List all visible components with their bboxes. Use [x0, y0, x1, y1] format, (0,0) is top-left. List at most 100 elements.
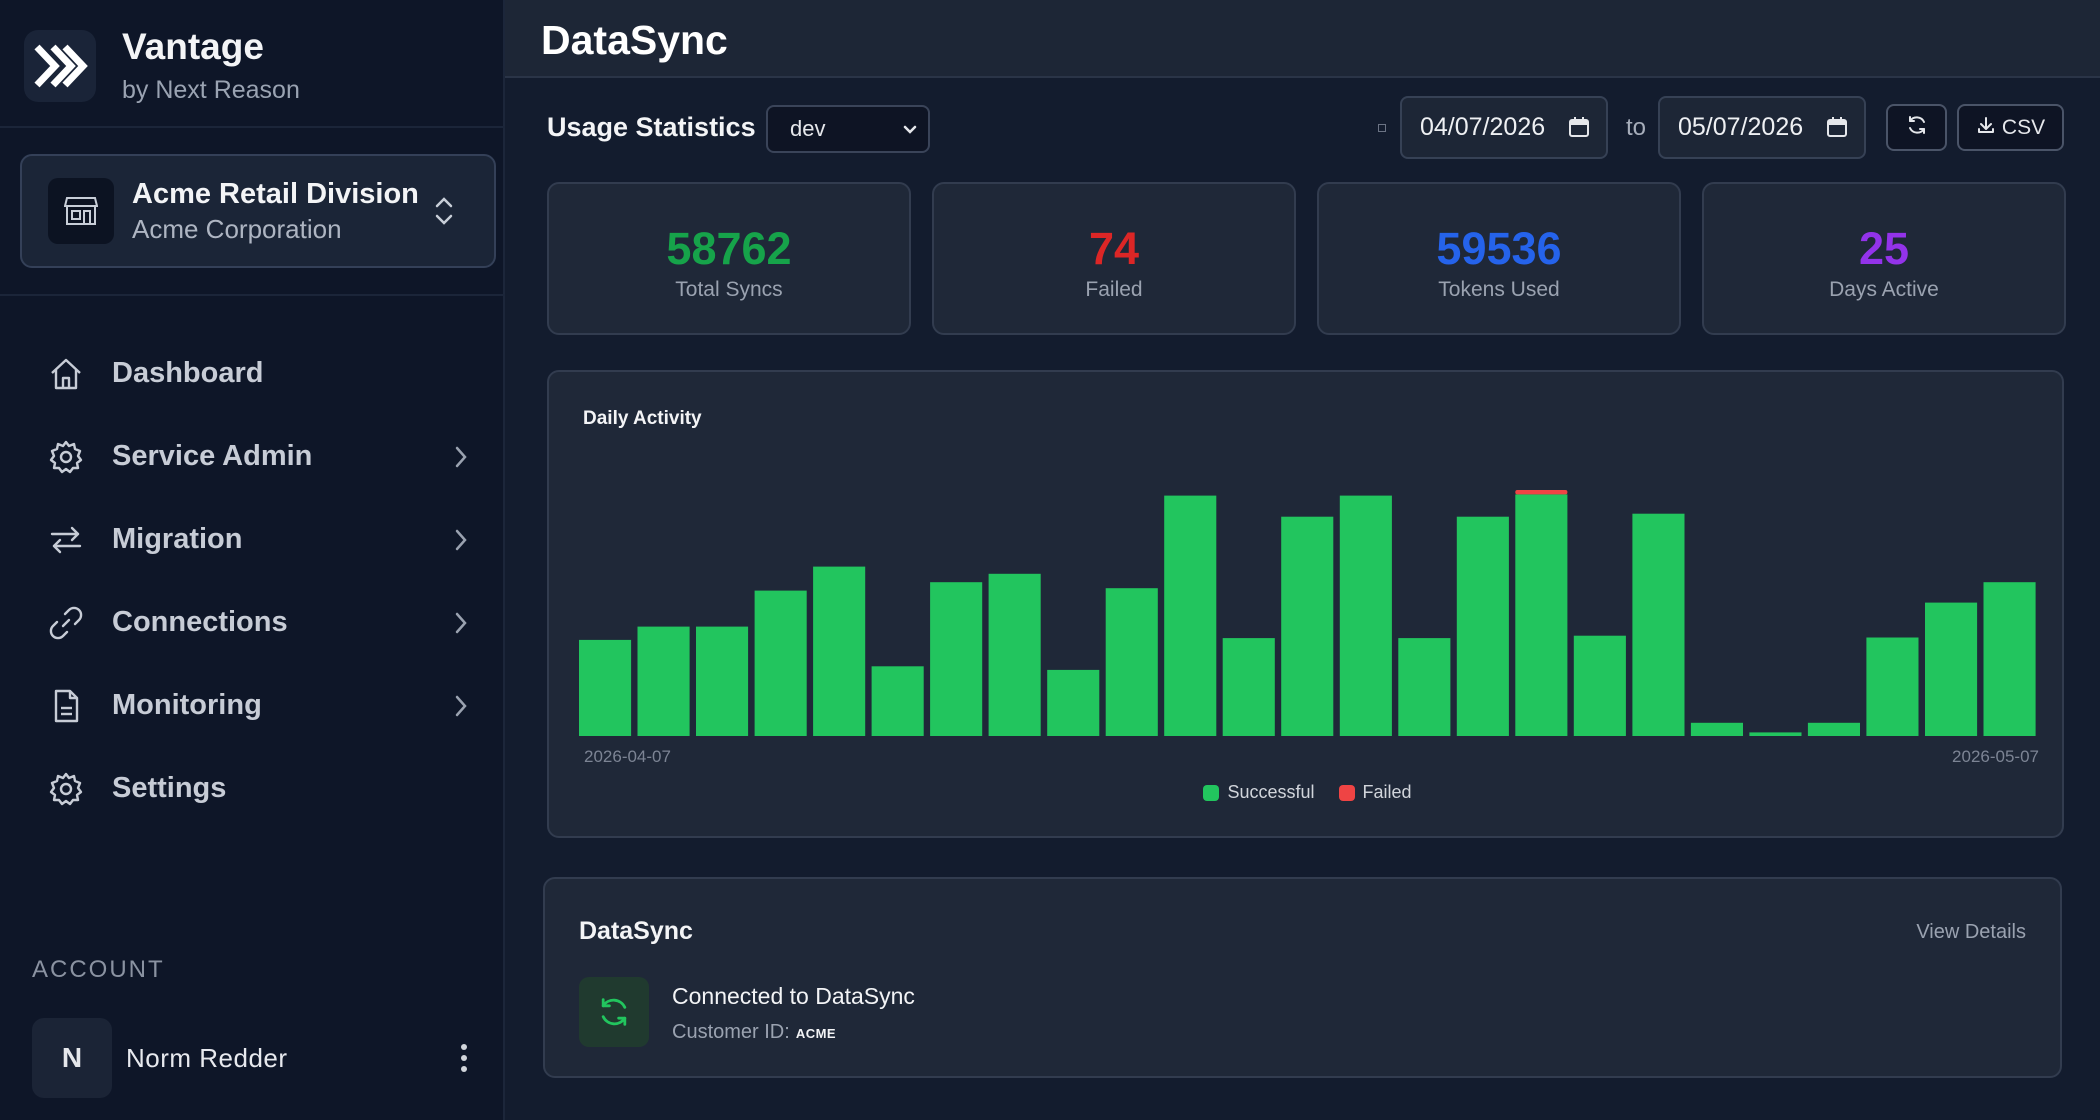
date-range-separator: to: [1626, 114, 1647, 141]
bar-successful[interactable]: [1866, 637, 1919, 737]
stat-label: Days Active: [1829, 278, 1939, 301]
legend-swatch: [1203, 784, 1220, 801]
stat-card-tokens-used: 59536 Tokens Used: [1317, 182, 1681, 335]
arrows-left-right-icon: [46, 520, 86, 560]
brand[interactable]: Vantage by Next Reason: [24, 26, 300, 106]
date-from-input[interactable]: 04/07/2026: [1400, 96, 1608, 159]
bar-successful[interactable]: [1164, 495, 1217, 736]
service-status-text: Connected to DataSync: [672, 983, 915, 1009]
x-axis-end-label: 2026-05-07: [1952, 747, 2039, 766]
org-switcher[interactable]: Acme Retail Division Acme Corporation: [20, 154, 496, 268]
bar-successful[interactable]: [637, 626, 690, 736]
vantage-logo-icon: [24, 30, 96, 102]
stat-value: 58762: [666, 223, 792, 274]
view-details-link[interactable]: View Details: [1916, 921, 2026, 943]
brand-subtitle: by Next Reason: [122, 76, 300, 104]
chevron-right-icon: [448, 610, 474, 636]
legend-label: Failed: [1362, 782, 1412, 802]
legend-label: Successful: [1227, 782, 1315, 802]
chevron-right-icon: [448, 693, 474, 719]
bar-successful[interactable]: [1690, 722, 1743, 736]
bar-failed[interactable]: [1515, 490, 1568, 495]
bar-successful[interactable]: [1807, 722, 1860, 736]
x-axis-start-label: 2026-04-07: [584, 747, 671, 766]
brand-name: Vantage: [122, 26, 264, 67]
download-icon: [1976, 115, 1996, 141]
stat-label: Total Syncs: [675, 278, 783, 301]
stat-label: Failed: [1085, 278, 1143, 301]
sidebar-item-label: Dashboard: [112, 357, 264, 389]
sidebar-item-dashboard[interactable]: Dashboard: [0, 332, 505, 415]
sidebar-item-label: Monitoring: [112, 689, 262, 721]
chevron-down-icon: [900, 119, 920, 145]
bar-successful[interactable]: [1105, 588, 1158, 736]
bar-successful[interactable]: [930, 582, 983, 736]
bar-successful[interactable]: [1456, 516, 1509, 736]
customer-id-row: Customer ID: ACME: [672, 1021, 836, 1044]
bar-successful[interactable]: [1398, 638, 1451, 736]
bar-successful[interactable]: [1222, 638, 1275, 736]
user-menu[interactable]: N Norm Redder: [32, 1016, 482, 1100]
stat-value: 25: [1858, 223, 1910, 274]
org-parent: Acme Corporation: [132, 214, 342, 244]
csv-export-button[interactable]: CSV: [1957, 104, 2064, 151]
environment-select[interactable]: dev: [766, 105, 930, 153]
bar-successful[interactable]: [696, 626, 749, 736]
sidebar-item-connections[interactable]: Connections: [0, 581, 505, 664]
chevron-up-down-icon: [424, 194, 464, 228]
stat-card-days-active: 25 Days Active: [1702, 182, 2066, 335]
bar-successful[interactable]: [1281, 516, 1334, 736]
bar-successful[interactable]: [1339, 495, 1392, 736]
sidebar-item-migration[interactable]: Migration: [0, 498, 505, 581]
bar-successful[interactable]: [579, 639, 632, 736]
usage-statistics-title: Usage Statistics: [547, 112, 756, 142]
date-to-input[interactable]: 05/07/2026: [1658, 96, 1866, 159]
refresh-button[interactable]: [1886, 104, 1947, 151]
bar-successful[interactable]: [1573, 635, 1626, 736]
calendar-icon[interactable]: [1826, 116, 1848, 145]
sidebar-item-label: Service Admin: [112, 440, 313, 472]
customer-id-value: ACME: [795, 1026, 837, 1041]
chart-title: Daily Activity: [583, 408, 702, 429]
gear-icon: [46, 437, 86, 477]
sidebar-item-monitoring[interactable]: Monitoring: [0, 664, 505, 747]
environment-select-value: dev: [790, 116, 826, 141]
stat-label: Tokens Used: [1438, 278, 1560, 301]
legend-item-successful[interactable]: Successful: [1203, 782, 1315, 803]
calendar-icon[interactable]: [1568, 116, 1590, 145]
link-icon: [46, 603, 86, 643]
avatar: N: [32, 1018, 112, 1098]
stat-value: 74: [1088, 223, 1140, 274]
bar-successful[interactable]: [1749, 732, 1802, 736]
date-from-value: 04/07/2026: [1420, 113, 1546, 141]
sidebar-item-settings[interactable]: Settings: [0, 747, 505, 830]
legend-swatch: [1338, 784, 1355, 801]
service-status-card: DataSync View Details Connected to DataS…: [543, 877, 2062, 1078]
stat-card-failed: 74 Failed: [932, 182, 1296, 335]
bar-successful[interactable]: [1983, 582, 2036, 736]
bar-successful[interactable]: [988, 573, 1041, 736]
bar-successful[interactable]: [754, 590, 807, 736]
sync-icon: [579, 977, 649, 1047]
bar-successful[interactable]: [1515, 494, 1568, 736]
bar-successful[interactable]: [1925, 602, 1978, 736]
kebab-menu-icon[interactable]: [446, 1036, 482, 1080]
gear-icon: [46, 769, 86, 809]
stat-value: 59536: [1436, 223, 1562, 274]
sidebar-item-service-admin[interactable]: Service Admin: [0, 415, 505, 498]
bar-successful[interactable]: [871, 666, 924, 736]
bar-successful[interactable]: [813, 566, 866, 736]
bar-successful[interactable]: [1047, 669, 1100, 736]
service-title: DataSync: [579, 917, 693, 945]
daily-activity-card: 2026-04-07 2026-05-07 Daily Activity Succ…: [547, 370, 2064, 838]
bar-successful[interactable]: [1632, 513, 1685, 736]
sidebar-nav: Dashboard Service Admin: [0, 332, 505, 830]
refresh-icon: [1906, 114, 1928, 142]
sidebar-divider: [0, 294, 505, 296]
chevron-right-icon: [448, 444, 474, 470]
date-to-value: 05/07/2026: [1678, 113, 1804, 141]
legend-item-failed[interactable]: Failed: [1338, 782, 1412, 803]
stat-card-total-syncs: 58762 Total Syncs: [547, 182, 911, 335]
sidebar-item-label: Migration: [112, 523, 243, 555]
